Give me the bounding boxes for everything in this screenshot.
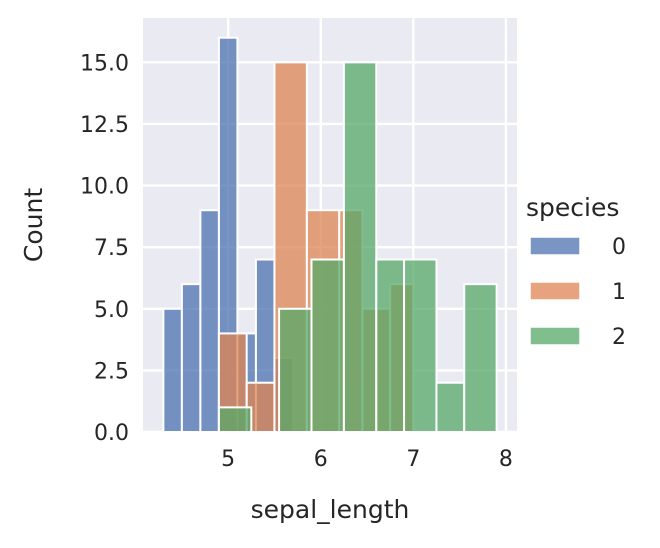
y-tick-label-2: 5.0	[94, 298, 129, 323]
bar-series-2-bin-3	[342, 61, 378, 433]
y-tick-label-5: 12.5	[80, 113, 129, 138]
bar-series-2-bin-2	[310, 258, 345, 433]
y-tick-label-0: 0.0	[94, 421, 129, 446]
x-tick-label-2: 7	[406, 447, 420, 472]
bar-series-2-bin-4	[375, 258, 406, 433]
bar-series-0-bin-1	[180, 283, 202, 433]
x-tick-label-0: 5	[221, 447, 235, 472]
y-tick-label-3: 7.5	[94, 236, 129, 261]
y-tick-labels: 0.0 2.5 5.0 7.5 10.0 12.5 15.0	[80, 51, 129, 446]
bar-series-2-bin-1	[278, 307, 313, 433]
histogram-bars	[162, 36, 498, 434]
x-tick-label-1: 6	[314, 447, 328, 472]
y-tick-label-6: 15.0	[80, 51, 129, 76]
bar-series-0-bin-0	[162, 307, 183, 433]
legend-label-1: 1	[612, 280, 626, 305]
bar-series-2-bin-0	[217, 406, 253, 434]
legend-title: species	[526, 193, 619, 222]
legend: species 0 1 2	[526, 193, 626, 350]
x-tick-label-3: 8	[499, 447, 513, 472]
y-tick-label-4: 10.0	[80, 175, 129, 200]
bar-series-2-bin-6	[435, 381, 466, 434]
y-tick-label-1: 2.5	[94, 359, 129, 384]
bar-series-2-bin-7	[463, 283, 498, 433]
legend-swatch-1	[529, 281, 581, 301]
x-tick-labels: 5 6 7 8	[221, 447, 513, 472]
legend-label-2: 2	[612, 325, 626, 350]
legend-swatch-0	[529, 236, 581, 256]
legend-entries: 0 1 2	[529, 235, 626, 350]
bar-series-0-bin-2	[199, 209, 220, 433]
x-axis-label: sepal_length	[251, 495, 410, 524]
legend-swatch-2	[529, 326, 581, 346]
y-axis-label: Count	[19, 188, 48, 262]
legend-label-0: 0	[612, 235, 626, 260]
bar-series-2-bin-5	[403, 258, 438, 433]
